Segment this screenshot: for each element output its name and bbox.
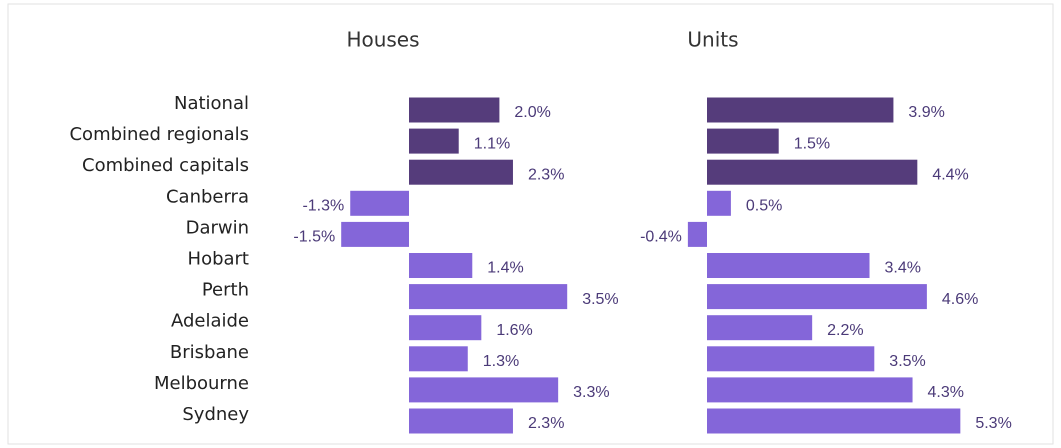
value-label: 2.3%: [528, 166, 564, 183]
category-label: Combined regionals: [69, 124, 249, 145]
panel-title: Units: [687, 28, 738, 52]
category-label: Brisbane: [170, 342, 249, 363]
bar: [707, 159, 918, 185]
value-label: 5.3%: [975, 415, 1011, 432]
bar: [409, 284, 568, 310]
bar: [707, 190, 731, 216]
value-label: 1.4%: [487, 260, 523, 277]
value-label: 2.0%: [514, 104, 550, 121]
value-label: 3.4%: [885, 260, 921, 277]
bar: [707, 315, 813, 341]
bar: [707, 253, 870, 278]
value-label: 3.9%: [908, 104, 944, 121]
value-label: -1.3%: [302, 198, 344, 215]
value-label: 3.3%: [573, 384, 609, 401]
bar: [409, 377, 559, 403]
category-label: National: [174, 93, 249, 114]
bar: [707, 408, 961, 434]
value-label: 1.1%: [474, 135, 510, 152]
bar: [707, 346, 875, 372]
value-label: 4.4%: [932, 166, 968, 183]
category-label: Melbourne: [154, 373, 249, 394]
bar: [341, 221, 409, 247]
bar: [707, 377, 913, 403]
value-label: 3.5%: [889, 353, 925, 370]
frame: [7, 3, 1054, 445]
value-label: 1.3%: [483, 353, 519, 370]
category-label: Canberra: [166, 186, 249, 207]
bar: [409, 128, 459, 154]
value-label: 4.6%: [942, 291, 978, 308]
category-label: Darwin: [186, 217, 249, 238]
bar: [707, 284, 927, 310]
bar: [707, 128, 779, 154]
bar: [687, 221, 707, 247]
category-label: Perth: [202, 280, 249, 301]
value-label: -0.4%: [640, 229, 682, 246]
bar: [409, 159, 513, 185]
value-label: 0.5%: [746, 198, 782, 215]
bar: [350, 190, 409, 216]
bar: [409, 315, 482, 341]
bar: [409, 346, 468, 372]
category-label: Sydney: [182, 404, 249, 425]
category-label: Hobart: [188, 249, 249, 270]
value-label: 1.5%: [794, 135, 830, 152]
bar: [409, 408, 513, 434]
value-label: -1.5%: [293, 229, 335, 246]
value-label: 2.3%: [528, 415, 564, 432]
category-label: Adelaide: [171, 311, 249, 332]
value-label: 4.3%: [928, 384, 964, 401]
bar: [409, 253, 473, 278]
bar: [409, 97, 500, 123]
value-label: 3.5%: [582, 291, 618, 308]
panel-title: Houses: [346, 28, 419, 52]
category-label: Combined capitals: [82, 155, 249, 176]
bar: [707, 97, 894, 123]
value-label: 1.6%: [496, 322, 532, 339]
value-label: 2.2%: [827, 322, 863, 339]
